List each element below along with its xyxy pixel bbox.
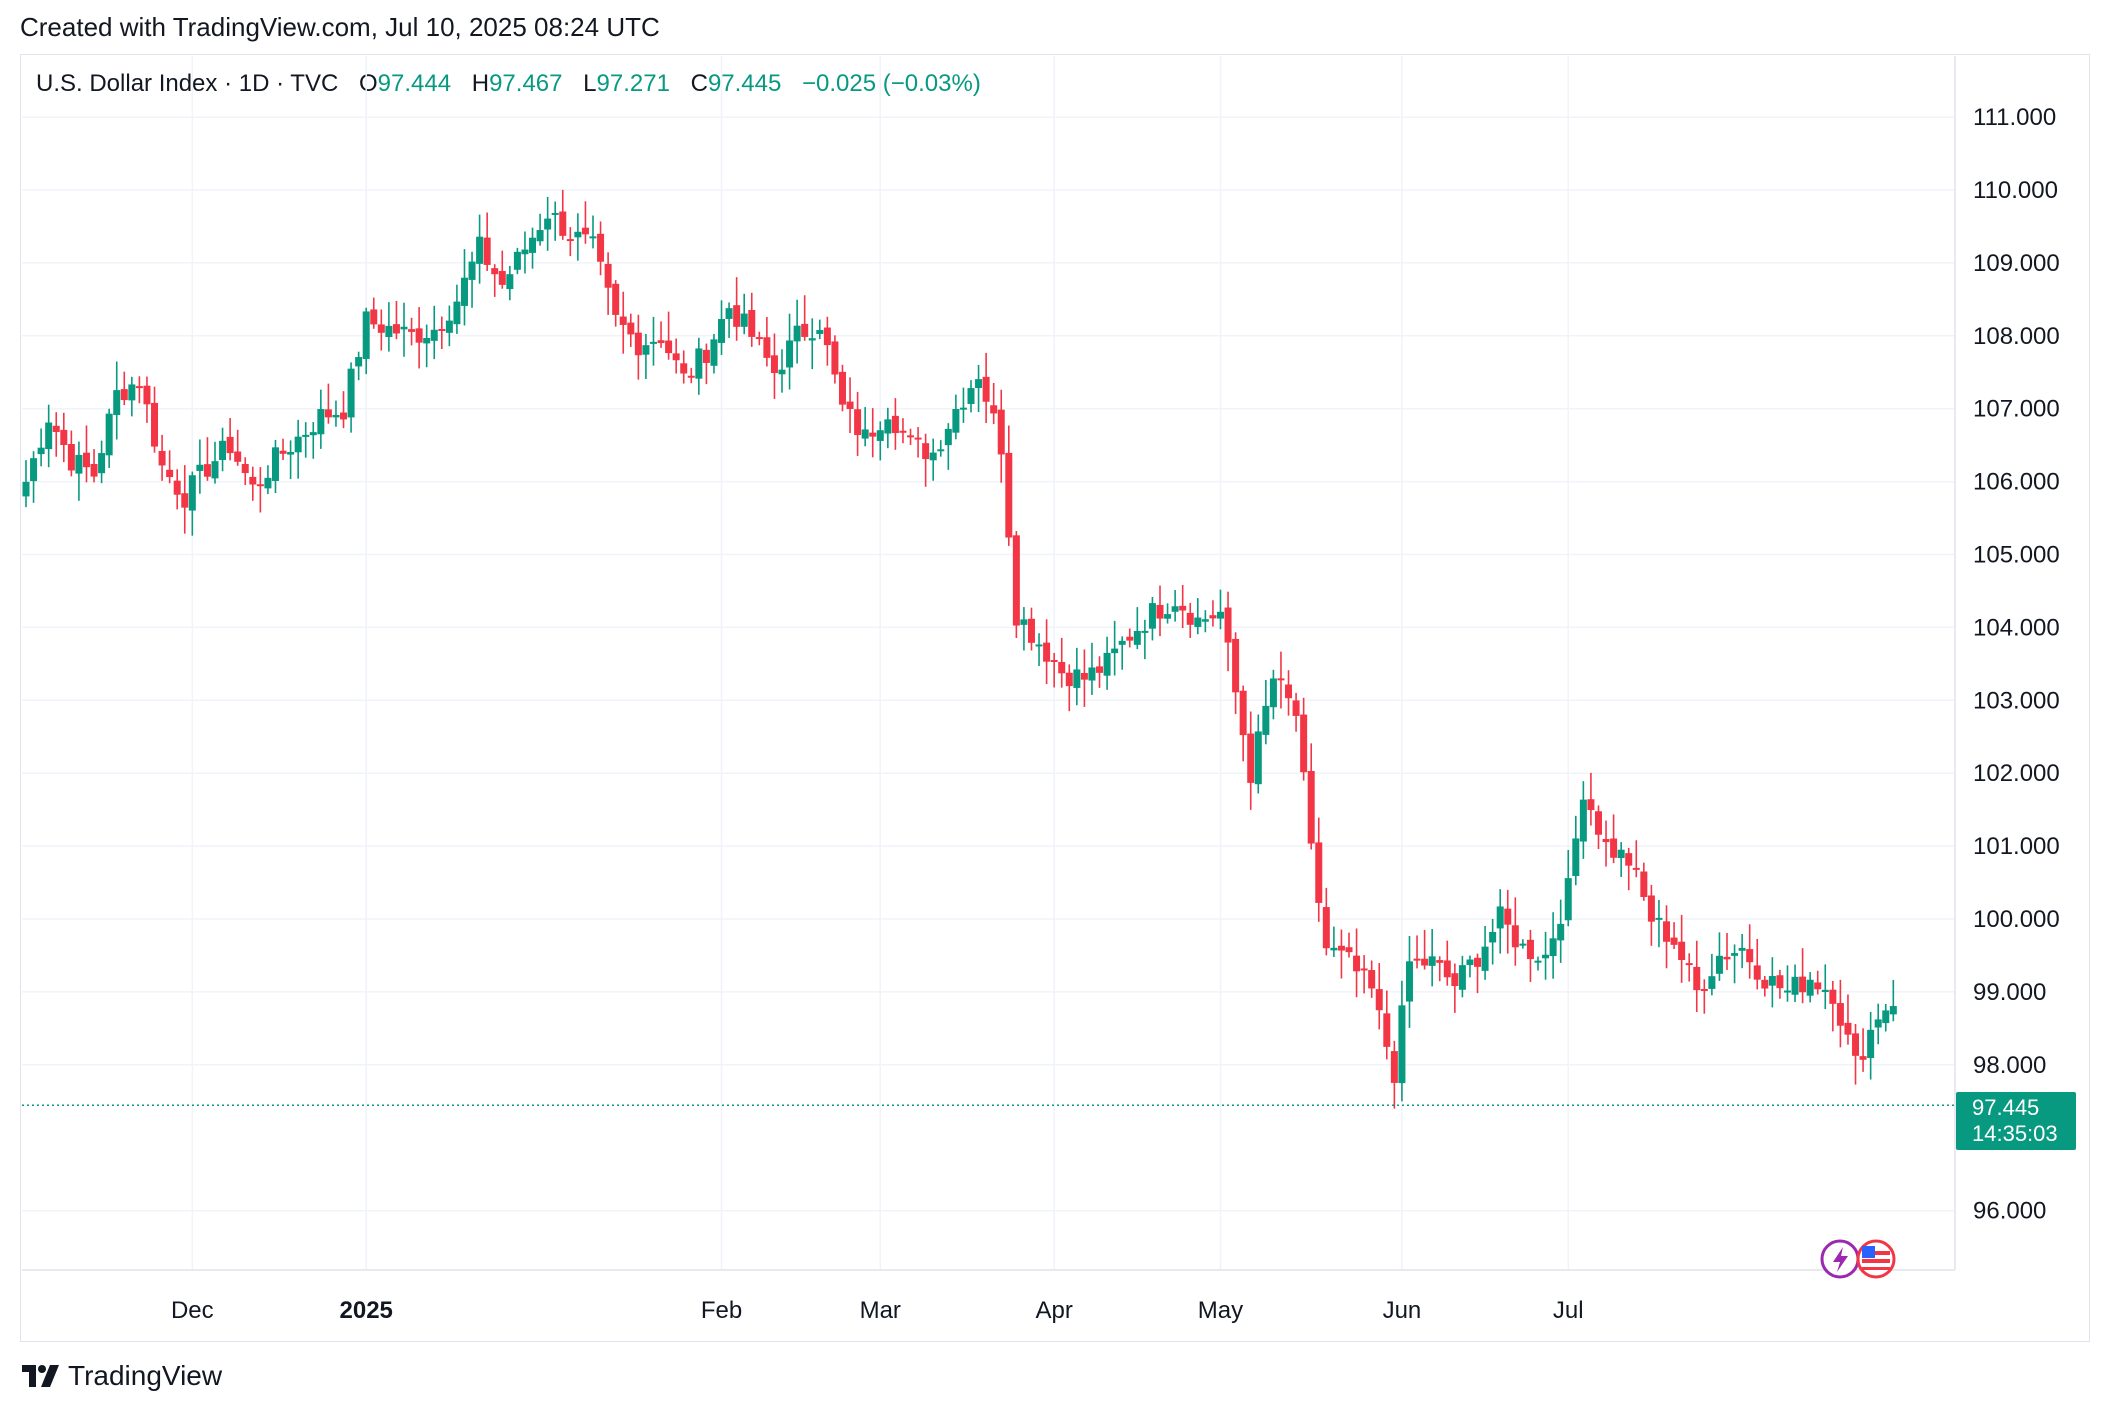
tv-logo-icon [22, 1365, 59, 1387]
low-value: 97.271 [596, 70, 670, 97]
symbol-name: U.S. Dollar Index · 1D · TVC [36, 70, 339, 97]
symbol-legend: U.S. Dollar Index · 1D · TVC O97.444 H97… [36, 70, 981, 98]
close-label: C [690, 70, 708, 97]
close-value: 97.445 [707, 70, 782, 97]
tradingview-logo[interactable]: TradingView [22, 1360, 222, 1392]
brand-name: TradingView [68, 1360, 223, 1391]
chart-credit: Created with TradingView.com, Jul 10, 20… [20, 12, 660, 42]
low-label: L [583, 70, 597, 97]
chart-frame[interactable] [20, 54, 2090, 1342]
open-value: 97.444 [377, 70, 452, 97]
high-value: 97.467 [489, 70, 563, 97]
open-label: O [358, 70, 378, 97]
change-value: −0.025 (−0.03%) [802, 70, 981, 97]
high-label: H [471, 70, 490, 97]
